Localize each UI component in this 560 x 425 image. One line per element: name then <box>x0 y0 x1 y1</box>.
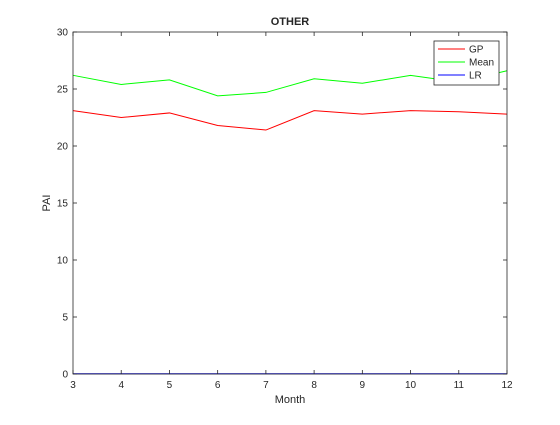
x-tick-label: 4 <box>118 380 124 391</box>
y-tick-label: 30 <box>57 28 69 39</box>
y-tick-label: 15 <box>57 199 69 210</box>
x-tick-label: 6 <box>215 380 221 391</box>
legend-box <box>433 40 500 86</box>
x-tick-label: 5 <box>167 380 173 391</box>
y-tick-label: 5 <box>62 313 68 324</box>
series-line-gp <box>72 110 508 131</box>
x-tick-label: 9 <box>360 380 366 391</box>
x-tick-label: 10 <box>405 380 417 391</box>
y-tick-label: 20 <box>57 142 69 153</box>
y-axis-label: PAI <box>41 195 53 212</box>
y-tick-label: 0 <box>62 370 68 381</box>
ticks-layer: 3 4 5 6 7 8 9 10 11 12 0 5 10 15 20 25 30 <box>57 28 513 392</box>
plot-area <box>73 32 507 374</box>
x-tick-label: 3 <box>70 380 76 391</box>
legend: GP Mean LR <box>433 40 500 86</box>
legend-label-lr: LR <box>469 71 482 82</box>
x-tick-label: 8 <box>311 380 317 391</box>
y-tick-label: 25 <box>57 85 69 96</box>
x-tick-label: 11 <box>454 380 465 391</box>
chart-title: OTHER <box>271 16 310 28</box>
x-tick-label: 7 <box>263 380 269 391</box>
legend-label-mean: Mean <box>469 58 494 69</box>
y-tick-label: 10 <box>57 256 69 267</box>
legend-label-gp: GP <box>469 45 484 56</box>
x-tick-label: 12 <box>501 380 513 391</box>
x-axis-label: Month <box>275 394 306 406</box>
